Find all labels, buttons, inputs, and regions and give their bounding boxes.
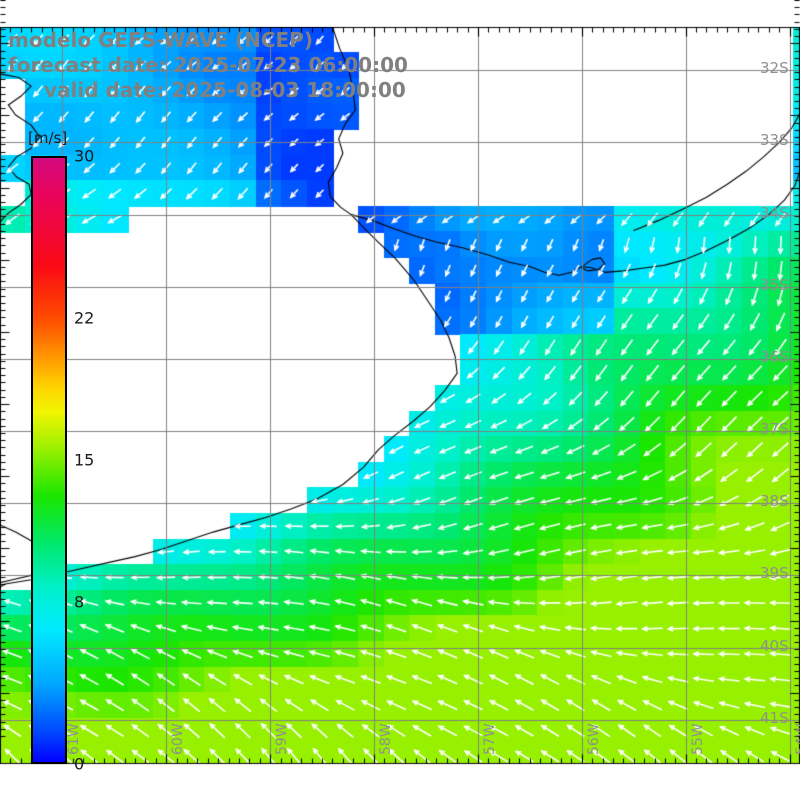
lat-label-38S: 38S — [760, 492, 789, 511]
colorbar-tick-30: 30 — [74, 146, 95, 166]
lon-label-56W: 56W — [585, 723, 602, 755]
lat-label-39S: 39S — [760, 564, 789, 583]
lat-label-40S: 40S — [760, 636, 789, 655]
colorbar-tick-0: 0 — [74, 754, 85, 774]
colorbar-tick-8: 8 — [74, 592, 85, 612]
colorbar-tick-22: 22 — [74, 308, 95, 328]
lat-label-34S: 34S — [760, 203, 789, 222]
lat-label-35S: 35S — [760, 275, 789, 294]
lon-label-58W: 58W — [378, 723, 395, 755]
lat-label-37S: 37S — [760, 420, 789, 439]
lon-label-57W: 57W — [481, 723, 498, 755]
lon-label-60W: 60W — [170, 723, 187, 755]
colorbar[interactable] — [31, 156, 67, 764]
lat-label-33S: 33S — [760, 131, 789, 150]
lat-label-41S: 41S — [760, 708, 789, 727]
colorbar-unit-label: [m/s] — [28, 129, 68, 147]
lon-label-59W: 59W — [274, 723, 291, 755]
lat-label-36S: 36S — [760, 347, 789, 366]
lon-label-54W: 54W — [793, 723, 800, 755]
lon-label-55W: 55W — [689, 723, 706, 755]
colorbar-tick-15: 15 — [74, 450, 95, 470]
lon-label-61W: 61W — [66, 723, 83, 755]
lat-label-32S: 32S — [760, 59, 789, 78]
